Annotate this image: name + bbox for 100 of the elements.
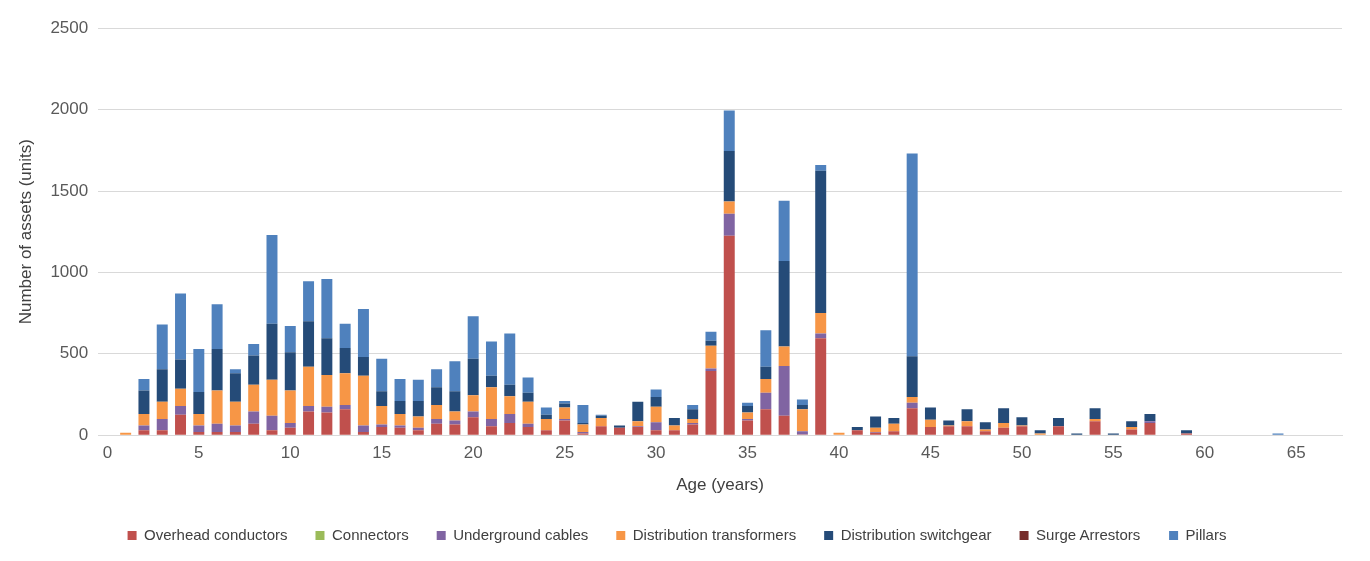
bar (376, 391, 388, 406)
bar (284, 326, 296, 353)
x-tick-label: 55 (1103, 443, 1123, 463)
bar (229, 431, 241, 435)
bar (504, 396, 516, 415)
bar (742, 402, 754, 406)
bar (248, 344, 260, 356)
y-tick-label: 1000 (50, 262, 89, 282)
bar (540, 407, 552, 415)
bar (156, 324, 168, 370)
bar (376, 405, 388, 425)
bar (687, 418, 699, 423)
y-tick-label: 0 (78, 424, 89, 444)
bar (211, 431, 223, 435)
x-tick-label: 60 (1195, 443, 1215, 463)
bar (303, 281, 315, 322)
bar (870, 416, 882, 428)
bar (998, 427, 1010, 435)
bar (248, 384, 260, 412)
bar (431, 369, 443, 388)
bar (815, 164, 827, 171)
bar (485, 418, 497, 427)
bar (485, 375, 497, 388)
bar (357, 375, 369, 426)
bar (577, 424, 589, 432)
bar (815, 338, 827, 435)
bar (138, 414, 150, 426)
bar (485, 426, 497, 435)
bar (705, 368, 717, 371)
bar (778, 200, 790, 261)
bar (138, 425, 150, 431)
bar (650, 406, 662, 423)
bar (138, 390, 150, 415)
bar (394, 425, 406, 428)
bar (650, 389, 662, 397)
bar (668, 430, 680, 435)
bar (943, 426, 955, 435)
bar (760, 366, 772, 380)
bar (961, 409, 973, 422)
bar (760, 330, 772, 367)
y-tick-label: 1500 (50, 180, 89, 200)
bar (138, 379, 150, 391)
bar (193, 425, 205, 432)
bar (522, 392, 534, 402)
bar (1089, 408, 1101, 419)
bar (412, 379, 424, 402)
bar (449, 391, 461, 412)
bar (339, 348, 351, 374)
bar (467, 417, 479, 435)
bar (504, 384, 516, 397)
bar (595, 418, 607, 427)
bar (924, 407, 936, 420)
bar (321, 374, 333, 407)
legend-label: Overhead conductors (144, 525, 288, 543)
bar (156, 401, 168, 419)
bar (559, 407, 571, 419)
y-tick-label: 2500 (50, 17, 89, 37)
bar (229, 373, 241, 402)
bar (540, 430, 552, 435)
bar (412, 416, 424, 428)
bar (303, 411, 315, 435)
bar (705, 340, 717, 346)
bar (1053, 426, 1064, 435)
bar (357, 431, 369, 435)
bar (650, 430, 662, 435)
bar (449, 420, 461, 425)
bar (303, 321, 315, 367)
bar (632, 427, 644, 435)
bar (431, 423, 443, 435)
bar (394, 414, 406, 426)
bar (723, 213, 735, 236)
bar (614, 427, 625, 435)
bar (467, 358, 479, 396)
legend-label: Underground cables (453, 525, 589, 543)
bar (705, 370, 717, 435)
bar (394, 379, 406, 402)
bar (1144, 414, 1156, 422)
bar (778, 261, 790, 347)
bar (284, 422, 296, 428)
bar (888, 423, 900, 432)
bar (961, 426, 973, 435)
bar (211, 348, 223, 391)
bar (742, 405, 754, 413)
bar (705, 345, 717, 369)
bar (650, 396, 662, 407)
bar (431, 418, 443, 424)
bar (815, 170, 827, 314)
bar (431, 405, 443, 419)
bar (175, 388, 187, 406)
bar (906, 153, 918, 357)
bar (321, 412, 333, 435)
bar (357, 425, 369, 432)
bar (467, 395, 479, 412)
bar (979, 422, 991, 430)
legend-label: Distribution switchgear (840, 525, 992, 543)
bar (796, 409, 808, 432)
y-tick-label: 500 (59, 343, 89, 363)
bar (156, 430, 168, 435)
bar (1126, 429, 1138, 435)
bar (193, 392, 205, 415)
